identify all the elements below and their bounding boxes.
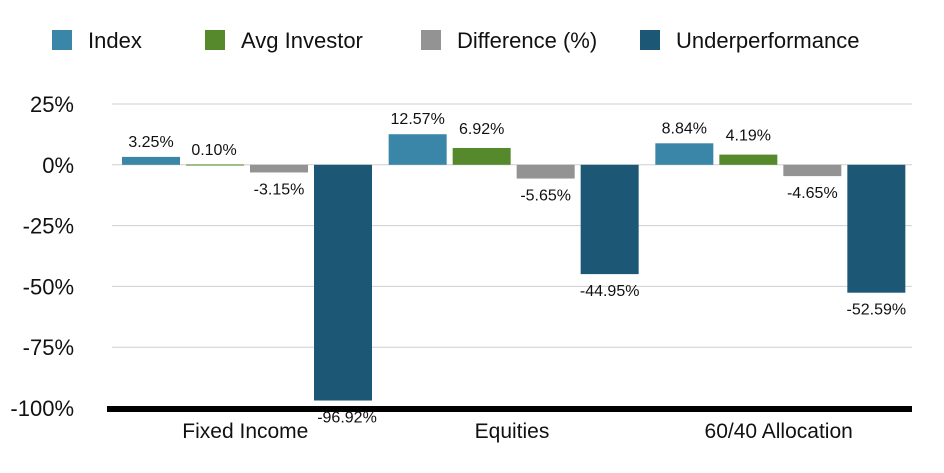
- gridlines: [112, 103, 912, 348]
- data-label-underperformance-equities: -44.95%: [580, 283, 640, 300]
- legend-swatch-underperformance: [640, 30, 660, 50]
- y-tick-label: -25%: [23, 214, 74, 239]
- data-label-difference-60-40-allocation: -4.65%: [787, 185, 838, 202]
- bar-difference-equities: [516, 164, 575, 179]
- y-tick-label: -100%: [10, 396, 74, 421]
- data-label-index-equities: 12.57%: [391, 111, 445, 128]
- legend: Index Avg Investor Difference (%) Underperf…: [52, 28, 859, 53]
- y-tick-label: 0%: [42, 153, 74, 178]
- legend-label-index: Index: [88, 28, 142, 53]
- bar-underperformance-fixed-income: [314, 164, 372, 401]
- bar-underperformance-equities: [580, 164, 639, 275]
- data-label-avg-investor-60-40-allocation: 4.19%: [726, 128, 771, 145]
- y-tick-label: -50%: [23, 274, 74, 299]
- data-label-avg-investor-fixed-income: 0.10%: [191, 142, 236, 159]
- legend-swatch-index: [52, 30, 72, 50]
- x-tick-label-fixed-income: Fixed Income: [182, 420, 308, 443]
- data-label-avg-investor-equities: 6.92%: [459, 121, 504, 138]
- bar-index-equities: [388, 134, 447, 165]
- legend-swatch-difference: [421, 30, 441, 50]
- bar-difference-60-40-allocation: [783, 164, 842, 177]
- legend-label-difference: Difference (%): [457, 28, 597, 53]
- y-axis-ticks: 25% 0% -25% -50% -75% -100%: [10, 92, 74, 421]
- bar-avg-investor-equities: [452, 147, 511, 165]
- bar-underperformance-60-40-allocation: [847, 164, 906, 293]
- bar-avg-investor-fixed-income: [186, 164, 244, 166]
- data-label-underperformance-fixed-income: -96.92%: [317, 410, 377, 427]
- x-tick-label-equities: Equities: [475, 420, 550, 443]
- data-label-index-fixed-income: 3.25%: [128, 134, 173, 151]
- y-tick-label: 25%: [30, 92, 74, 117]
- data-label-difference-fixed-income: -3.15%: [254, 181, 305, 198]
- data-label-underperformance-60-40-allocation: -52.59%: [847, 302, 907, 319]
- data-label-index-60-40-allocation: 8.84%: [662, 120, 707, 137]
- x-axis-ticks: Fixed Income Equities 60/40 Allocation: [182, 420, 853, 443]
- data-labels: 3.25% 0.10% -3.15% -96.92% 12.57% 6.92% -5.65%…: [128, 111, 906, 426]
- data-label-difference-equities: -5.65%: [520, 188, 571, 205]
- legend-swatch-avg-investor: [205, 30, 225, 50]
- x-tick-label-60-40-allocation: 60/40 Allocation: [705, 420, 853, 443]
- legend-label-avg-investor: Avg Investor: [241, 28, 363, 53]
- bar-index-fixed-income: [122, 156, 180, 165]
- bars: [122, 134, 906, 401]
- bar-avg-investor-60-40-allocation: [719, 154, 778, 165]
- y-tick-label: -75%: [23, 335, 74, 360]
- legend-label-underperformance: Underperformance: [676, 28, 859, 53]
- bar-index-60-40-allocation: [655, 143, 714, 165]
- bar-difference-fixed-income: [250, 164, 308, 173]
